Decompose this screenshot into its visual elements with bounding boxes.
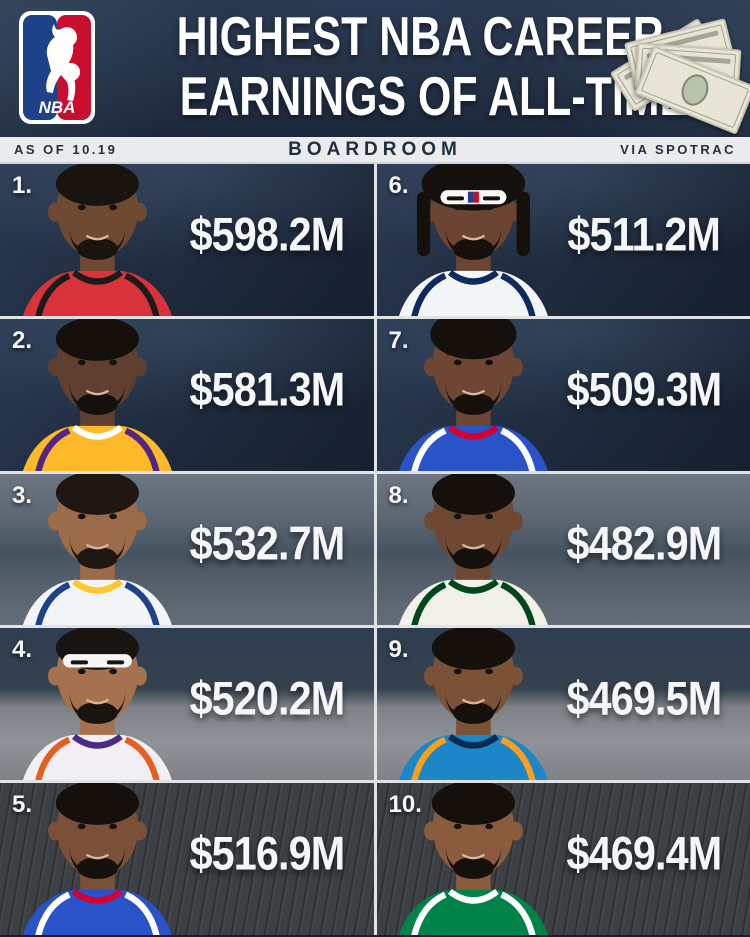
paul-george-avatar <box>19 783 176 935</box>
player-cell: 2. $581.3M <box>0 318 374 471</box>
player-cell: 6. <box>373 164 750 316</box>
earnings-amount: $469.5M <box>566 671 722 725</box>
grid-row: 2. $581.3M 7. <box>0 315 750 471</box>
shai-gilgeous-alexander-avatar <box>395 628 552 781</box>
lebron-james-avatar <box>19 318 176 471</box>
earnings-amount: $511.2M <box>567 207 720 261</box>
title-line-2: EARNINGS OF ALL-TIME <box>179 65 689 127</box>
rank-label: 10. <box>388 791 422 819</box>
dollar-bills-icon <box>609 12 750 135</box>
player-cell: 1. $598.2M <box>0 164 374 316</box>
page-title: HIGHEST NBA CAREER EARNINGS OF ALL-TIME <box>108 6 688 126</box>
earnings-amount: $581.3M <box>189 362 346 416</box>
player-cell: 10. $469.4M <box>373 783 750 935</box>
devin-booker-avatar <box>19 628 176 781</box>
player-cell: 3. $532.7M <box>0 473 374 626</box>
rank-label: 1. <box>12 172 33 199</box>
earnings-amount: $520.2M <box>189 671 346 725</box>
rank-label: 4. <box>12 636 33 664</box>
earnings-amount: $598.2M <box>189 207 346 261</box>
rank-label: 3. <box>12 481 33 509</box>
rankings-grid: 1. $598.2M 6. <box>0 164 750 935</box>
brand-label: BOARDROOM <box>288 138 462 160</box>
grid-row: 3. $532.7M 8. <box>0 470 750 626</box>
rank-label: 5. <box>12 791 33 819</box>
rank-label: 2. <box>12 326 33 354</box>
damian-lillard-avatar <box>395 473 552 626</box>
joel-embiid-avatar <box>395 318 552 471</box>
earnings-amount: $469.4M <box>566 826 722 880</box>
player-cell: 9. $469.5M <box>373 628 750 781</box>
earnings-amount: $532.7M <box>189 516 346 570</box>
grid-row: 5. $516.9M 10. <box>0 780 750 935</box>
as-of-label: AS OF 10.19 <box>14 142 118 157</box>
rank-label: 6. <box>388 172 409 199</box>
grid-row: 4. $520.2M 9. <box>0 625 750 781</box>
player-cell: 7. $509.3M <box>373 318 750 471</box>
subheader-bar: AS OF 10.19 BOARDROOM VIA SPOTRAC <box>0 137 750 164</box>
player-cell: 8. $482.9M <box>373 473 750 626</box>
header: NBA HIGHEST NBA CAREER EARNINGS OF ALL-T… <box>0 0 750 137</box>
anthony-davis-avatar <box>395 164 552 316</box>
grid-row: 1. $598.2M 6. <box>0 164 750 316</box>
nba-logo-text: NBA <box>39 98 76 117</box>
title-line-1: HIGHEST NBA CAREER <box>176 5 664 67</box>
nba-logo: NBA <box>19 11 95 124</box>
stephen-curry-avatar <box>19 473 176 626</box>
earnings-amount: $509.3M <box>566 362 722 416</box>
source-label: VIA SPOTRAC <box>620 142 737 157</box>
rank-label: 9. <box>388 636 409 664</box>
jayson-tatum-avatar <box>395 783 552 935</box>
rank-label: 8. <box>388 481 409 509</box>
player-cell: 4. $520.2M <box>0 628 374 781</box>
earnings-amount: $516.9M <box>189 826 346 880</box>
rank-label: 7. <box>388 326 409 354</box>
kevin-durant-avatar <box>19 164 176 316</box>
player-cell: 5. $516.9M <box>0 783 374 935</box>
earnings-amount: $482.9M <box>566 516 722 570</box>
